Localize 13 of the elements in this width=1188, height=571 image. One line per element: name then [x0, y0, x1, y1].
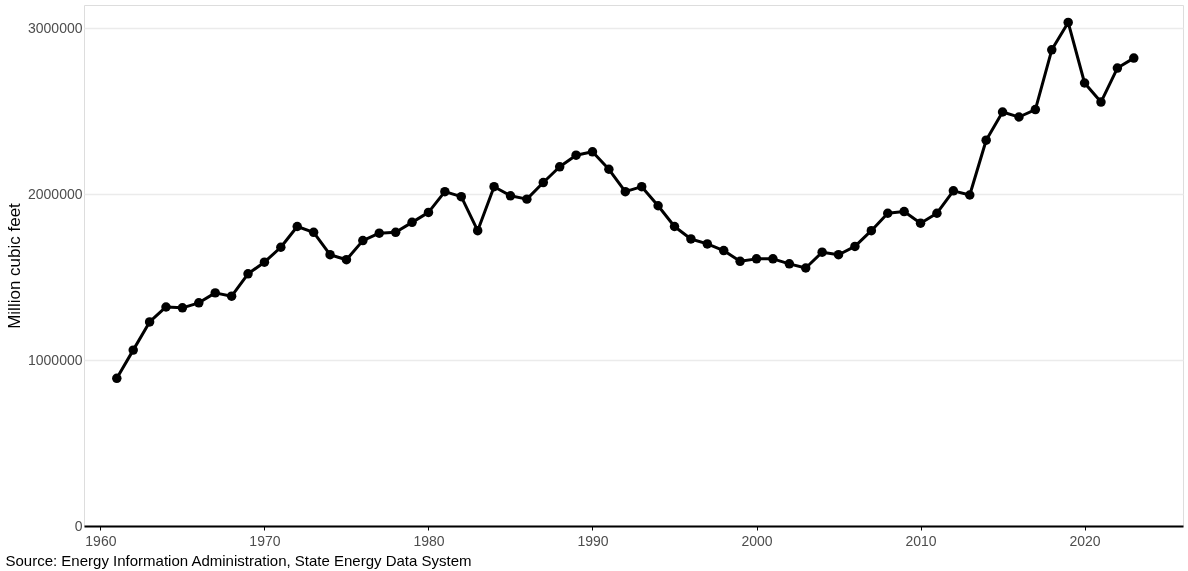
x-tick-label: 2010: [905, 532, 937, 549]
x-tick-label: 1990: [577, 532, 609, 549]
y-tick-label: 0: [74, 517, 83, 534]
y-tick-label: 3000000: [27, 19, 83, 36]
x-tick-label: 2020: [1069, 532, 1101, 549]
x-tick-label: 1980: [413, 532, 445, 549]
y-tick-label: 1000000: [27, 351, 83, 368]
x-tick-label: 2000: [741, 532, 773, 549]
y-axis-title: Million cubic feet: [5, 202, 24, 329]
source-note: Source: Energy Information Administration, State Energy Data System: [5, 552, 472, 569]
x-tick-label: 1960: [85, 532, 117, 549]
x-tick-label: 1970: [249, 532, 281, 549]
y-tick-label: 2000000: [27, 185, 83, 202]
